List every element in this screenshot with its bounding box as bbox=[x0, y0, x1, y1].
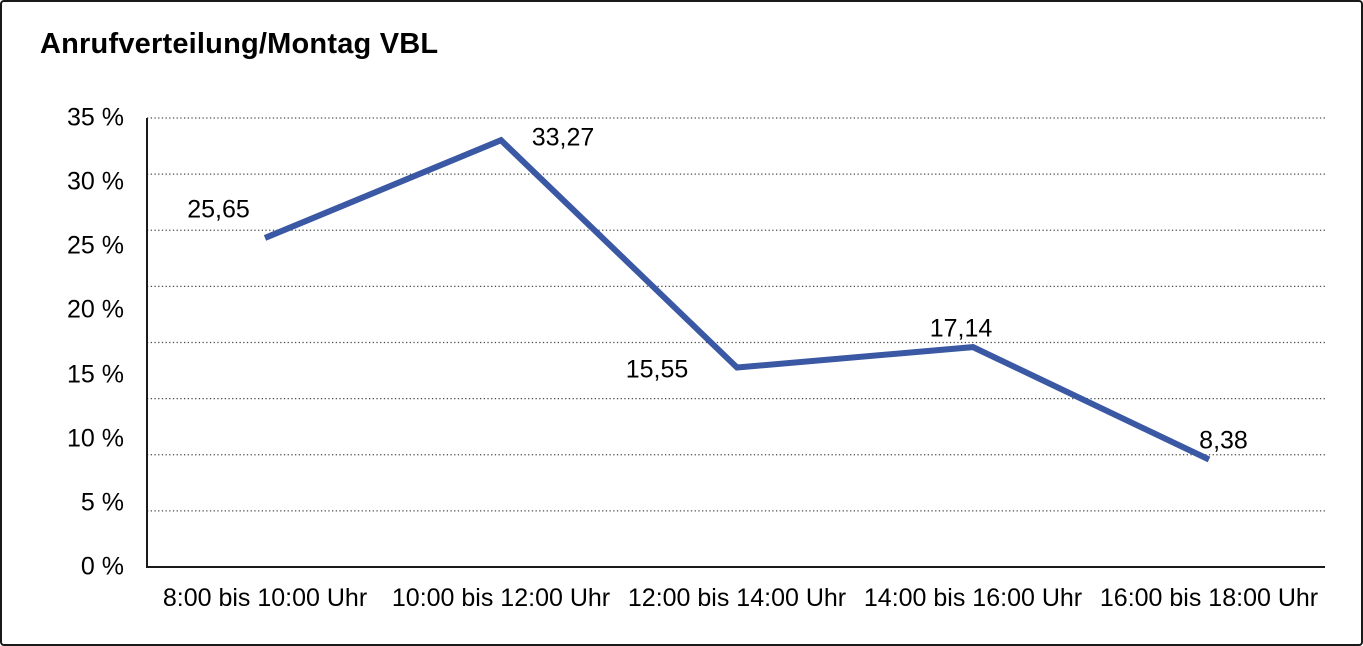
data-point-label: 17,14 bbox=[929, 314, 993, 343]
y-axis-tick-label: 0 % bbox=[80, 552, 124, 581]
data-point-label: 25,65 bbox=[187, 195, 250, 224]
y-axis-tick-label: 30 % bbox=[67, 167, 124, 196]
x-axis-category-label: 14:00 bis 16:00 Uhr bbox=[863, 584, 1083, 612]
x-axis-category-label: 16:00 bis 18:00 Uhr bbox=[1099, 584, 1319, 612]
y-axis-tick-label: 15 % bbox=[67, 360, 124, 389]
x-axis-category-label: 12:00 bis 14:00 Uhr bbox=[627, 584, 847, 612]
y-axis-tick-label: 25 % bbox=[67, 231, 124, 260]
y-axis-tick-label: 10 % bbox=[67, 424, 124, 453]
y-axis-tick-label: 5 % bbox=[80, 488, 124, 517]
data-point-label: 33,27 bbox=[531, 123, 595, 152]
data-line bbox=[263, 136, 1211, 463]
x-axis-category-label: 10:00 bis 12:00 Uhr bbox=[391, 584, 611, 612]
data-point-label: 8,38 bbox=[1199, 426, 1248, 455]
axis-lines bbox=[146, 118, 1325, 568]
y-axis-tick-label: 20 % bbox=[67, 295, 124, 324]
y-axis-tick-label: 35 % bbox=[67, 103, 124, 132]
chart-title: Anrufverteilung/Montag VBL bbox=[40, 28, 439, 60]
data-point-label: 15,55 bbox=[625, 355, 689, 384]
x-axis-category-label: 8:00 bis 10:00 Uhr bbox=[162, 584, 368, 612]
